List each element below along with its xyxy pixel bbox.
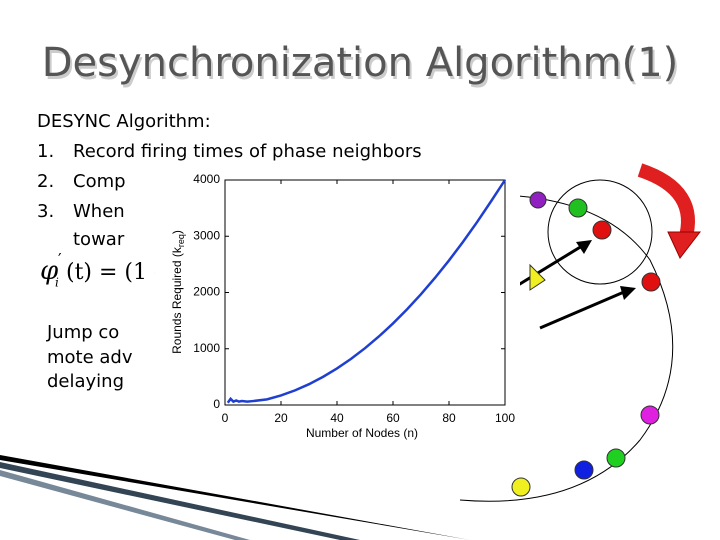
y-axis-label: Rounds Required (kreq)	[170, 230, 186, 354]
x-tick-label: 40	[330, 411, 344, 425]
note-line: delaying	[47, 371, 124, 392]
formula: φ i ′ (t) = (1 -	[40, 250, 161, 290]
x-tick-label: 20	[274, 411, 288, 425]
formula-index: i	[55, 276, 59, 290]
heading: DESYNC Algorithm:	[37, 111, 211, 132]
slide-title: Desynchronization Algorithm(1)	[42, 40, 679, 86]
chart-background	[155, 168, 520, 450]
swoosh	[0, 455, 470, 540]
ring-diagram	[459, 163, 702, 502]
item-number: 3.	[37, 201, 54, 222]
data-line	[226, 179, 507, 404]
item-number: 1.	[37, 141, 54, 162]
y-tick-label: 0	[213, 397, 220, 411]
y-tick-label: 4000	[193, 172, 220, 186]
formula-symbol: φ	[40, 256, 59, 286]
note-line: mote adv	[47, 347, 133, 368]
y-label-main: Rounds Required (k	[170, 246, 184, 354]
item-text: Comp	[73, 171, 126, 192]
item-continuation: towar	[73, 229, 125, 250]
x-tick-label: 0	[222, 411, 229, 425]
y-tick-label: 2000	[193, 285, 220, 299]
y-tick-label: 3000	[193, 228, 220, 242]
x-tick-label: 100	[495, 411, 515, 425]
item-text: Record firing times of phase neighbors	[73, 141, 422, 162]
y-tick-label: 1000	[193, 341, 220, 355]
x-tick-label: 80	[442, 411, 456, 425]
y-label-sub: req	[176, 234, 186, 247]
note-line: Jump co	[46, 322, 119, 343]
title-shadow: Desynchronization Algorithm(1)	[44, 43, 681, 89]
chart: Number of Nodes (n) Rounds Required (kre…	[170, 172, 515, 440]
x-axis-label: Number of Nodes (n)	[306, 426, 418, 440]
formula-rest: (t) = (1 -	[66, 260, 161, 285]
item-text: When	[73, 201, 125, 222]
y-label-end: )	[170, 230, 184, 234]
item-number: 2.	[37, 171, 54, 192]
x-tick-label: 60	[386, 411, 400, 425]
formula-prime: ′	[58, 250, 62, 269]
